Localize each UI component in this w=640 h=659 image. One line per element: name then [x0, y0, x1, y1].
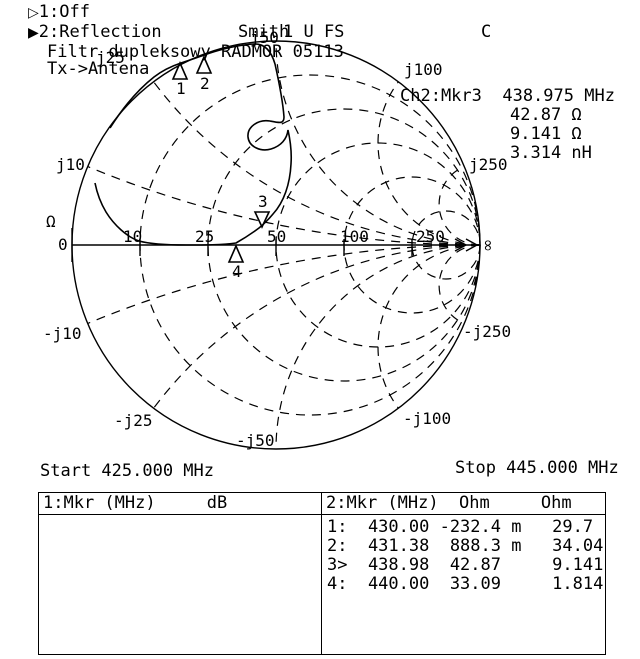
label-minus-j100: -j100 — [403, 409, 452, 428]
label-minus-j50: -j50 — [236, 431, 275, 450]
table-row: 4: 440.00 33.09 1.814 — [327, 574, 604, 594]
stop-frequency: Stop 445.000 MHz — [455, 458, 619, 478]
smith-chart-plot — [71, 40, 481, 450]
marker-table-ch1-body — [39, 515, 321, 518]
table-row: 1: 430.00 -232.4 m 29.7 — [327, 517, 594, 537]
marker-table-ch2: 2:Mkr (MHz) Ohm Ohm 1: 430.00 -232.4 m 2… — [321, 492, 606, 655]
reflection-trace — [94, 43, 293, 246]
marker3-number: 3 — [258, 192, 268, 211]
readout-reactance: 9.141 Ω — [510, 124, 582, 144]
axis-arrow-icon — [465, 238, 479, 252]
label-j10: j10 — [56, 155, 85, 174]
table-row: 2: 431.38 888.3 m 34.04 — [327, 536, 604, 556]
marker4-number: 4 — [232, 262, 242, 281]
real-axis — [71, 228, 479, 262]
marker1-triangle-icon — [171, 61, 189, 80]
display-format: Smith — [238, 22, 290, 42]
label-infinity: ∞ — [479, 238, 499, 253]
reactance-grid-arcs — [87, 40, 481, 450]
readout-resistance: 42.87 Ω — [510, 105, 582, 125]
label-minus-j10: -j10 — [43, 324, 82, 343]
trace2-status: ▶2:Reflection — [28, 22, 162, 42]
annotation-line2: Tx->Antena — [47, 59, 150, 79]
marker3-triangle-icon — [253, 211, 271, 229]
cal-status-badge: C — [481, 22, 492, 42]
marker-table-ch2-header: 2:Mkr (MHz) Ohm Ohm — [322, 493, 605, 515]
marker-table-ch2-body: 1: 430.00 -232.4 m 29.7 2: 431.38 888.3 m… — [322, 515, 605, 594]
label-j25: j25 — [96, 48, 125, 67]
trace1-pointer-icon: ▷ — [28, 5, 39, 21]
trace2-pointer-icon: ▶ — [28, 25, 39, 41]
table-row: 3> 438.98 42.87 9.141 — [327, 555, 604, 575]
label-ohm-axis: Ω — [46, 212, 56, 231]
marker-table-ch1: 1:Mkr (MHz) dB — [38, 492, 322, 655]
annotation-line1: Filtr dupleksowy RADMOR 05113 — [47, 42, 344, 62]
axis-arrow-icon — [454, 238, 468, 252]
trace1-status: ▷1:Off — [28, 2, 90, 22]
label-minus-j250: -j250 — [463, 322, 512, 341]
marker-table-ch1-header: 1:Mkr (MHz) dB — [39, 493, 321, 515]
trace2-label: 2:Reflection — [38, 22, 162, 42]
label-j100: j100 — [404, 60, 443, 79]
label-r25: 25 — [195, 227, 215, 246]
label-r250: 250 — [416, 227, 445, 246]
marker1-number: 1 — [176, 79, 186, 98]
readout-title: Ch2:Mkr3 438.975 MHz — [400, 86, 615, 106]
label-r100: 100 — [340, 227, 369, 246]
label-j50: j50 — [250, 28, 279, 47]
label-zero: 0 — [58, 235, 68, 254]
label-r50: 50 — [267, 227, 287, 246]
label-r10: 10 — [123, 227, 143, 246]
scale-per-div: 1 U FS — [283, 22, 345, 42]
label-minus-j25: -j25 — [114, 411, 153, 430]
readout-inductance: 3.314 nH — [510, 143, 592, 163]
marker4-triangle-icon — [227, 244, 245, 263]
marker2-triangle-icon — [195, 55, 213, 74]
start-frequency: Start 425.000 MHz — [40, 461, 214, 481]
trace1-label: 1:Off — [38, 2, 90, 22]
label-j250: j250 — [469, 155, 508, 174]
marker2-number: 2 — [200, 74, 210, 93]
